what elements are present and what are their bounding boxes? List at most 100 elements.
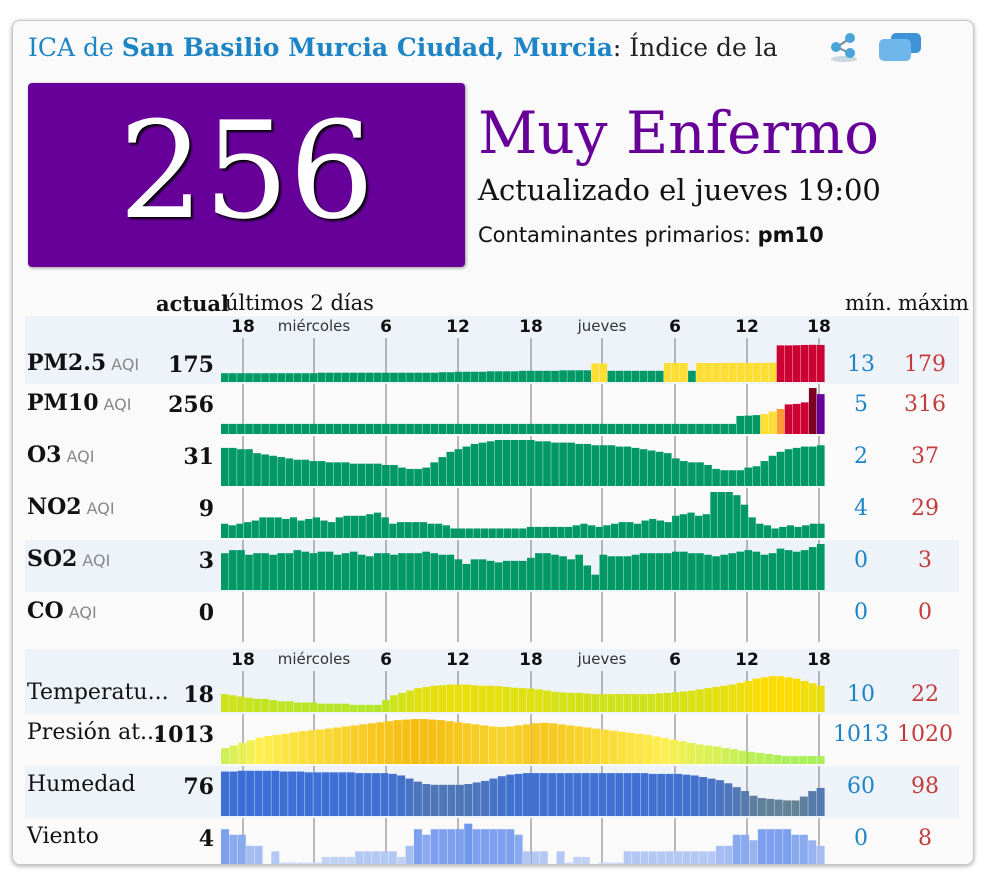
history-bar [229,695,237,712]
history-bar [518,423,527,434]
pollutant-row[interactable]: CO AQI 0 0 0 [25,592,959,644]
history-chart [221,766,825,816]
history-bar [615,423,624,434]
history-bar [704,423,712,434]
history-bar [535,689,543,712]
history-bar [396,522,405,538]
pollutant-row[interactable]: O3 AQI 31 2 37 [25,436,959,488]
pollutant-row[interactable]: PM10 AQI 256 5 316 [25,384,959,436]
history-bar [631,447,640,486]
history-bar [365,463,374,486]
chat-bubbles-icon[interactable] [877,31,923,63]
history-bar [639,553,648,590]
history-bar [809,523,817,538]
history-bar [430,829,439,864]
history-bar [728,684,737,712]
history-bar [470,443,479,486]
history-bar [615,694,624,712]
history-bar [583,443,592,486]
history-bar [791,800,800,816]
history-bar [535,441,543,486]
history-bar [682,851,691,864]
history-bar [289,517,298,538]
history-bar [296,771,305,816]
history-bar [647,370,656,382]
history-bar [802,525,810,538]
share-icon[interactable] [829,31,859,63]
history-bar [655,370,664,382]
history-bar [672,515,680,538]
pollutant-row[interactable]: Temperatu... 18 10 22 18 6 12 18 6 12 18 miércoles j… [25,649,959,714]
pollutant-row[interactable]: Humedad 76 60 98 [25,766,959,818]
history-bar [380,851,389,864]
aqi-level: Muy Enfermo [478,99,880,167]
history-bar [277,553,286,590]
history-bar [736,682,745,712]
history-bar [817,523,825,538]
history-bar [728,423,737,434]
row-unit: AQI [66,447,95,466]
min-value: 0 [854,826,868,851]
history-bar [382,700,390,712]
history-bar [800,446,809,486]
history-bar [740,504,749,538]
history-bar [551,370,559,382]
pollutant-row[interactable]: Presión at... 1013 1013 1020 [25,714,959,766]
history-bar [414,468,422,486]
history-bar [253,698,261,712]
history-bar [221,771,229,816]
history-bar [341,726,351,764]
history-bar [768,411,777,434]
history-bar [527,688,535,712]
history-bar [453,722,463,764]
history-bar [221,748,230,764]
pollutant-row[interactable]: NO2 AQI 9 4 29 [25,488,959,540]
history-bar [543,690,551,712]
history-bar [315,729,325,764]
pollutant-row[interactable]: Viento 4 0 8 [25,818,959,864]
pollutant-row[interactable]: SO2 AQI 3 0 3 [25,540,959,592]
history-bar [380,773,389,816]
history-bar [573,856,582,864]
history-bar [749,840,758,864]
history-bar [349,704,358,712]
history-bar [261,698,269,712]
history-bar [478,371,487,382]
max-value: 8 [918,826,932,851]
history-bar [696,689,704,712]
history-bar [486,560,495,590]
history-bar [494,423,503,434]
history-bar [744,362,753,382]
history-bar [430,372,439,382]
history-bar [808,683,817,712]
history-bar [607,556,616,590]
history-bar [816,756,825,764]
title-label: ICA de [28,33,114,62]
history-bar [237,834,246,864]
history-bar [704,554,712,590]
history-bar [680,691,688,712]
city-link[interactable]: San Basilio Murcia Ciudad, Murcia [121,33,613,62]
history-bar [454,371,463,382]
history-bar [639,423,648,434]
history-bar [245,449,253,486]
history-bar [808,446,817,486]
history-bar [688,370,696,382]
history-bar [534,526,542,538]
history-bar [413,829,422,864]
history-bar [266,517,275,538]
history-bar [633,523,642,538]
history-bar [799,756,808,764]
history-bar [640,851,649,864]
pollutant-row[interactable]: PM2.5 AQI 175 13 179 18 6 12 18 6 12 18 miércoles jue… [25,316,959,384]
history-bar [631,554,640,590]
history-bar [595,526,603,538]
history-bar [791,834,800,864]
row-name-text: SO2 [27,546,78,572]
history-bar [663,692,672,712]
history-bar [752,466,761,486]
history-bar [288,771,297,816]
history-bar [438,685,447,712]
history-bar [446,451,455,486]
history-bar [388,851,397,864]
